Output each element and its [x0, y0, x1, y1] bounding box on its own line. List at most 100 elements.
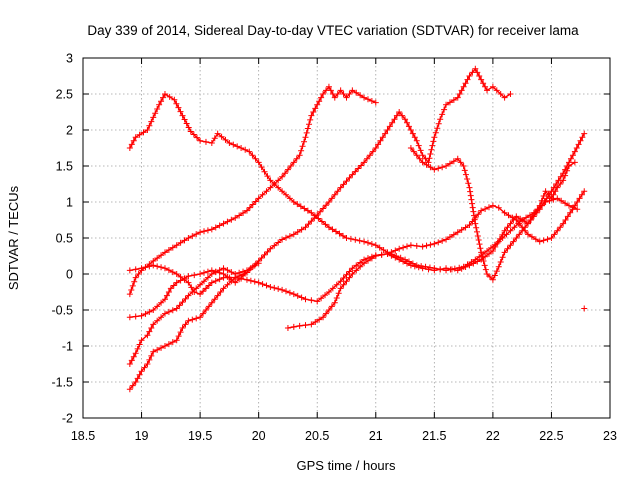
data-point [181, 237, 188, 244]
data-point [325, 224, 332, 231]
data-point [263, 282, 270, 289]
data-point [482, 83, 489, 90]
data-point [226, 139, 233, 146]
data-point [279, 236, 286, 243]
data-point [158, 252, 165, 259]
data-point [158, 299, 165, 306]
data-point [464, 175, 471, 182]
data-point [234, 143, 241, 150]
data-point [144, 361, 151, 367]
data-point [409, 130, 416, 137]
data-point [185, 317, 192, 324]
data-point [298, 147, 305, 154]
data-point [204, 227, 211, 234]
data-point [346, 274, 353, 281]
data-point [407, 242, 414, 249]
data-point [304, 125, 311, 132]
data-point [299, 143, 306, 150]
data-point [293, 155, 300, 162]
data-point [384, 250, 391, 257]
data-point [303, 129, 310, 136]
data-point [132, 313, 139, 320]
data-point [435, 239, 442, 246]
data-point [489, 202, 496, 209]
data-point [437, 266, 444, 273]
data-point [349, 271, 356, 277]
y-tick-label: 1 [66, 196, 73, 210]
data-point [426, 155, 433, 162]
data-point [150, 114, 157, 121]
data-point [410, 148, 417, 155]
data-point [165, 289, 172, 295]
data-point [322, 292, 329, 299]
data-point [507, 227, 514, 234]
data-point [478, 207, 485, 214]
data-point [413, 242, 420, 249]
data-point [471, 212, 478, 219]
data-point [185, 124, 192, 131]
data-point [411, 263, 418, 270]
data-point [392, 247, 399, 254]
data-point [126, 361, 133, 367]
data-point [146, 261, 153, 268]
data-point [161, 296, 168, 303]
data-point [439, 164, 446, 171]
data-point [308, 321, 315, 328]
grid [83, 58, 610, 418]
data-point [177, 108, 184, 115]
data-point [211, 296, 218, 303]
data-point [132, 379, 139, 385]
data-point [161, 343, 168, 349]
data-point [228, 269, 235, 276]
data-point [255, 195, 262, 202]
data-point [540, 193, 547, 199]
data-point [460, 83, 467, 90]
data-point [165, 267, 172, 274]
data-point [337, 184, 344, 191]
data-point [169, 339, 176, 346]
data-point [228, 216, 235, 223]
data-point [458, 265, 465, 272]
data-point [470, 208, 477, 215]
data-point [232, 214, 239, 221]
data-point [290, 199, 297, 205]
data-point [220, 285, 227, 292]
data-point [220, 220, 227, 227]
x-tick-label: 23 [603, 429, 617, 443]
data-point [296, 152, 303, 159]
data-point [161, 91, 168, 97]
data-point [258, 164, 265, 171]
data-point [340, 91, 347, 97]
data-point [331, 299, 338, 306]
data-point [497, 91, 504, 97]
y-tick-label: 2 [66, 124, 73, 138]
data-point [579, 134, 586, 141]
data-point [443, 236, 450, 243]
data-point [457, 159, 464, 166]
data-point [450, 158, 457, 165]
x-tick-label: 21.5 [422, 429, 446, 443]
data-point [475, 237, 482, 244]
data-point [564, 167, 571, 174]
data-point [352, 168, 359, 175]
data-point [389, 119, 396, 126]
data-point [473, 224, 480, 231]
data-point [161, 249, 168, 256]
data-point [315, 215, 322, 222]
data-point [247, 265, 254, 271]
data-point [138, 312, 145, 319]
data-point [349, 171, 356, 178]
data-point [126, 145, 133, 151]
data-point [158, 344, 165, 351]
data-point [427, 164, 434, 171]
data-point [171, 96, 178, 103]
data-point [246, 148, 253, 155]
data-point [154, 346, 161, 353]
data-point [393, 112, 400, 119]
data-point [435, 120, 442, 127]
data-point [462, 224, 469, 231]
data-point [302, 134, 309, 141]
data-point [188, 284, 195, 291]
data-point [532, 209, 539, 216]
data-point [349, 265, 356, 272]
